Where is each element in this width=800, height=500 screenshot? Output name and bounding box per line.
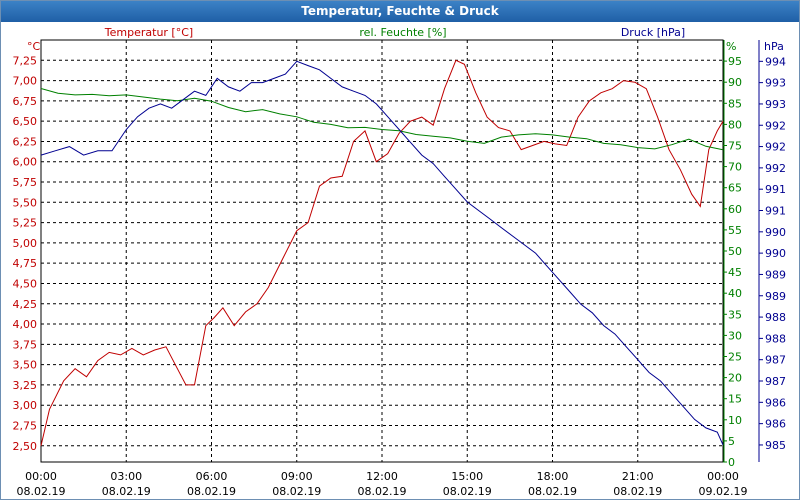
pressure-tick-label: 993 — [765, 98, 786, 111]
x-tick-time: 21:00 — [622, 470, 654, 483]
pressure-tick-label: 989 — [765, 268, 786, 281]
pressure-tick-label: 988 — [765, 332, 786, 345]
humidity-tick-label: 15 — [728, 393, 742, 406]
pressure-tick-label: 990 — [765, 247, 786, 260]
x-tick-time: 09:00 — [281, 470, 313, 483]
temperature-tick-label: 5,75 — [13, 176, 38, 189]
humidity-tick-label: 50 — [728, 245, 742, 258]
humidity-tick-label: 30 — [728, 329, 742, 342]
temperature-tick-label: 4,00 — [13, 318, 38, 331]
window-title: Temperatur, Feuchte & Druck — [1, 1, 799, 22]
humidity-tick-label: 10 — [728, 414, 742, 427]
temperature-tick-label: 3,75 — [13, 338, 38, 351]
temperature-tick-label: 5,25 — [13, 217, 38, 230]
temperature-tick-label: 5,00 — [13, 237, 38, 250]
humidity-tick-label: 65 — [728, 182, 742, 195]
x-tick-date: 08.02.19 — [187, 485, 236, 498]
temperature-tick-label: 6,75 — [13, 95, 38, 108]
x-tick-time: 15:00 — [451, 470, 483, 483]
grid-lines — [41, 40, 723, 462]
temperature-tick-label: 2,50 — [13, 440, 38, 453]
x-tick-time: 03:00 — [110, 470, 142, 483]
chart-canvas: 2,50 2,75 3,00 3,25 3,50 3,75 4,00 4,25 4,50 4,75… — [13, 26, 787, 498]
pressure-tick-label: 986 — [765, 396, 786, 409]
humidity-tick-label: 60 — [728, 203, 742, 216]
series-pressure — [40, 60, 724, 446]
axes — [40, 39, 763, 463]
humidity-tick-label: 35 — [728, 308, 742, 321]
temperature-tick-label: 7,25 — [13, 54, 38, 67]
temperature-tick-label: 3,00 — [13, 399, 38, 412]
temperature-tick-label: 7,00 — [13, 75, 38, 88]
temperature-tick-label: 5,50 — [13, 196, 38, 209]
x-tick-time: 06:00 — [196, 470, 228, 483]
pressure-tick-label: 991 — [765, 205, 786, 218]
temperature-tick-label: 6,00 — [13, 156, 38, 169]
pressure-unit-label: hPa — [764, 40, 784, 53]
humidity-tick-label: 45 — [728, 266, 742, 279]
humidity-tick-label: 80 — [728, 118, 742, 131]
temperature-axis-title: Temperatur [°C] — [104, 26, 193, 39]
pressure-tick-label: 990 — [765, 226, 786, 239]
pressure-tick-label: 988 — [765, 311, 786, 324]
humidity-tick-label: 75 — [728, 140, 742, 153]
x-tick-time: 00:00 — [707, 470, 739, 483]
x-tick-date: 08.02.19 — [358, 485, 407, 498]
pressure-tick-label: 992 — [765, 162, 786, 175]
pressure-tick-label: 987 — [765, 354, 786, 367]
humidity-tick-label: 55 — [728, 224, 742, 237]
humidity-tick-label: 0 — [728, 456, 735, 469]
x-tick-date: 08.02.19 — [102, 485, 151, 498]
pressure-axis-title: Druck [hPa] — [621, 26, 685, 39]
x-tick-date: 08.02.19 — [613, 485, 662, 498]
x-tick-date: 09.02.19 — [699, 485, 748, 498]
pressure-tick-label: 992 — [765, 141, 786, 154]
x-tick-date: 08.02.19 — [272, 485, 321, 498]
pressure-tick-label: 986 — [765, 418, 786, 431]
humidity-tick-label: 90 — [728, 76, 742, 89]
humidity-tick-label: 20 — [728, 372, 742, 385]
x-tick-time: 18:00 — [537, 470, 569, 483]
series-humidity — [40, 88, 724, 151]
series-temperature — [40, 59, 724, 446]
humidity-tick-label: 40 — [728, 287, 742, 300]
axis-labels: 2,50 2,75 3,00 3,25 3,50 3,75 4,00 4,25 4,50 4,75… — [13, 26, 787, 498]
humidity-tick-label: 70 — [728, 161, 742, 174]
temperature-tick-label: 4,25 — [13, 298, 38, 311]
temperature-tick-label: 2,75 — [13, 419, 38, 432]
x-tick-date: 08.02.19 — [17, 485, 66, 498]
x-tick-date: 08.02.19 — [528, 485, 577, 498]
x-tick-date: 08.02.19 — [443, 485, 492, 498]
humidity-unit-label: % — [726, 40, 736, 53]
temperature-tick-label: 4,75 — [13, 257, 38, 270]
humidity-tick-label: 85 — [728, 97, 742, 110]
pressure-tick-label: 992 — [765, 119, 786, 132]
pressure-tick-label: 993 — [765, 77, 786, 90]
series-lines — [40, 59, 724, 446]
humidity-tick-label: 95 — [728, 55, 742, 68]
humidity-tick-label: 5 — [728, 435, 735, 448]
humidity-axis-title: rel. Feuchte [%] — [359, 26, 446, 39]
temperature-tick-label: 3,50 — [13, 359, 38, 372]
x-tick-time: 00:00 — [25, 470, 57, 483]
pressure-tick-label: 994 — [765, 55, 786, 68]
temperature-tick-label: 4,50 — [13, 277, 38, 290]
temperature-unit-label: °C — [27, 40, 41, 53]
x-tick-time: 12:00 — [366, 470, 398, 483]
pressure-tick-label: 985 — [765, 439, 786, 452]
humidity-tick-label: 25 — [728, 351, 742, 364]
pressure-tick-label: 987 — [765, 375, 786, 388]
pressure-tick-label: 991 — [765, 183, 786, 196]
pressure-tick-label: 989 — [765, 290, 786, 303]
temperature-tick-label: 6,50 — [13, 115, 38, 128]
temperature-tick-label: 6,25 — [13, 135, 38, 148]
temperature-tick-label: 3,25 — [13, 379, 38, 392]
